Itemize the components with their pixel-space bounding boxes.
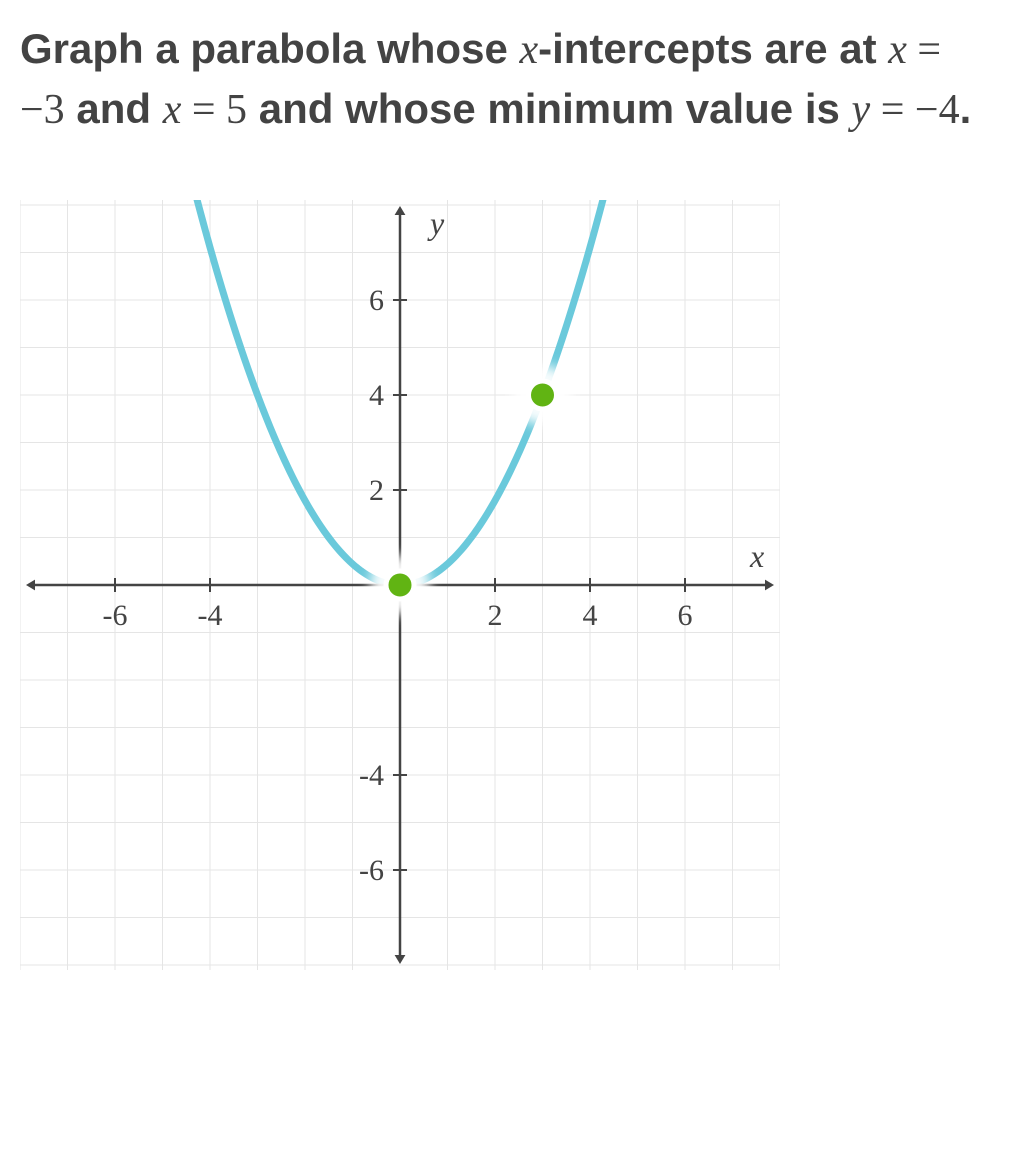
eq1-rhs: −3 xyxy=(20,87,65,133)
prompt-text: and whose minimum value is xyxy=(247,85,852,132)
drag-point-0[interactable] xyxy=(386,571,414,599)
x-tick-label: -6 xyxy=(103,599,128,632)
eq2-op: = xyxy=(181,87,226,133)
var-x: x xyxy=(519,27,538,73)
prompt-text: and xyxy=(65,85,163,132)
eq2-lhs: x xyxy=(163,87,182,133)
y-tick-label: -6 xyxy=(359,854,384,887)
y-tick-label: -4 xyxy=(359,759,384,792)
eq1-lhs: x xyxy=(888,27,907,73)
question-prompt: Graph a parabola whose x-intercepts are … xyxy=(20,20,992,140)
x-tick-label: 4 xyxy=(583,599,598,632)
x-tick-label: 2 xyxy=(488,599,503,632)
x-tick-label: -4 xyxy=(198,599,223,632)
eq2-rhs: 5 xyxy=(226,87,247,133)
x-tick-label: 6 xyxy=(678,599,693,632)
coordinate-plane[interactable]: -6 -4 2 4 6 -6 -4 2 4 6 x y xyxy=(20,200,780,970)
graph-container[interactable]: -6 -4 2 4 6 -6 -4 2 4 6 x y xyxy=(20,200,780,970)
prompt-text: . xyxy=(960,85,972,132)
prompt-text: -intercepts are at xyxy=(538,25,888,72)
y-tick-label: 4 xyxy=(369,379,384,412)
eq1-op: = xyxy=(907,27,941,73)
y-axis-label: y xyxy=(427,205,445,241)
prompt-text: Graph a parabola whose xyxy=(20,25,519,72)
x-axis-label: x xyxy=(749,538,764,574)
eq3-lhs: y xyxy=(852,87,871,133)
y-tick-label: 2 xyxy=(369,474,384,507)
y-tick-label: 6 xyxy=(369,284,384,317)
eq3-op: = xyxy=(870,87,915,133)
drag-point-1[interactable] xyxy=(529,381,557,409)
eq3-rhs: −4 xyxy=(915,87,960,133)
